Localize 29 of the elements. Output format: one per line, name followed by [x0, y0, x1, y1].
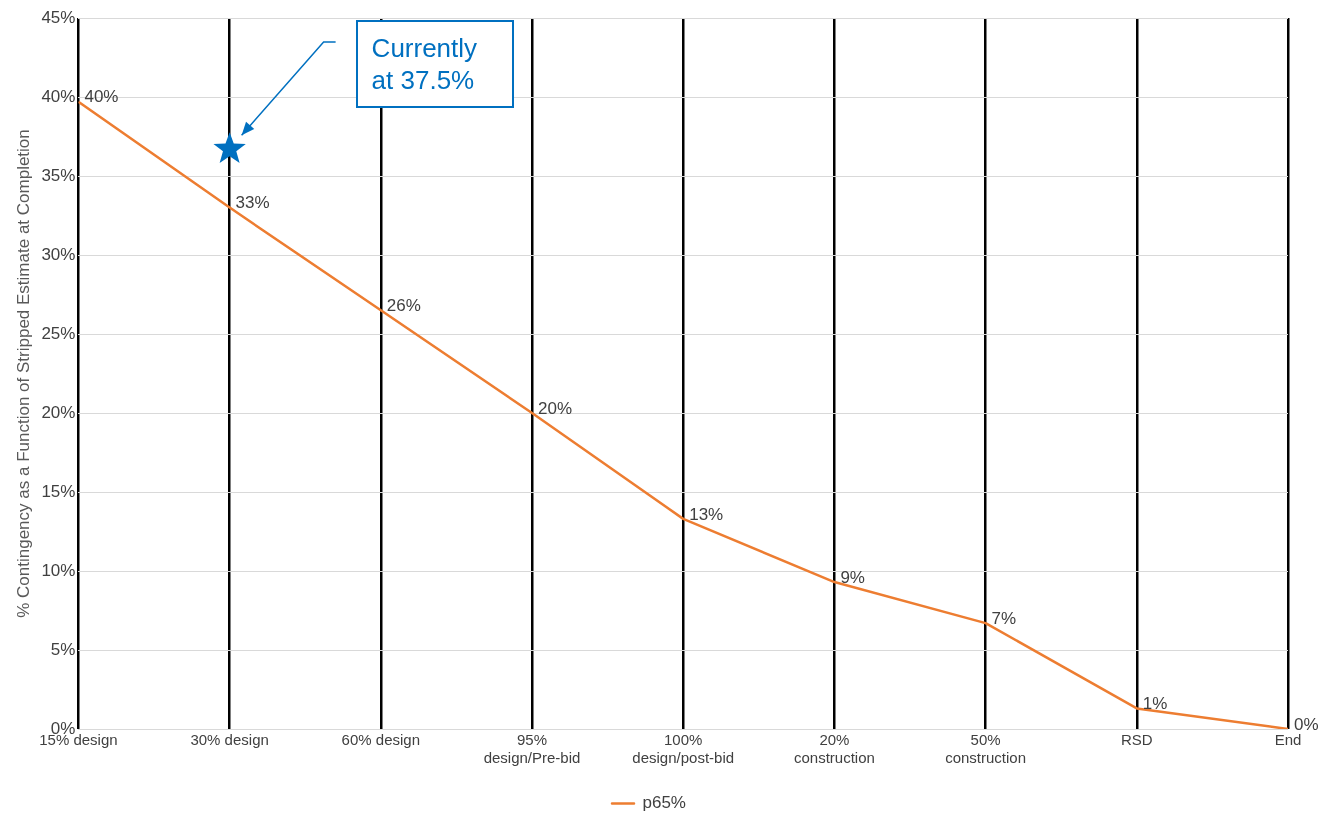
y-tick-label: 40% — [41, 86, 76, 106]
y-tick-label: 25% — [41, 323, 76, 343]
x-tick-label: 100% design/post-bid — [632, 731, 735, 767]
y-axis-title: % Contingency as a Function of Stripped Estimate at Completion — [13, 129, 33, 618]
data-label: 1% — [1142, 694, 1168, 714]
y-tick-label: 30% — [41, 244, 76, 264]
x-tick-label: 95% design/Pre-bid — [483, 731, 581, 767]
x-tick-label: 20% construction — [793, 731, 875, 767]
y-tick-label: 35% — [41, 165, 76, 185]
data-label: 0% — [1294, 714, 1319, 734]
data-label: 40% — [84, 87, 119, 107]
x-tick-label: 50% construction — [945, 731, 1027, 767]
data-label: 9% — [840, 567, 865, 587]
y-tick-label: 10% — [41, 560, 76, 580]
data-label: 26% — [386, 295, 421, 315]
y-tick-label: 20% — [41, 402, 76, 422]
x-tick-label: 30% design — [190, 731, 269, 749]
data-label: 20% — [538, 398, 573, 418]
annotation: Currently at 37.5% — [355, 20, 514, 108]
x-tick-label: 60% design — [341, 731, 421, 749]
data-label: 13% — [689, 504, 724, 524]
y-tick-label: 45% — [41, 7, 76, 27]
data-label: 7% — [991, 608, 1017, 628]
y-tick-label: 5% — [50, 639, 76, 659]
y-tick-label: 15% — [41, 481, 76, 501]
x-tick-label: End — [1274, 731, 1302, 749]
data-label: 33% — [235, 193, 270, 213]
x-tick-label: RSD — [1120, 731, 1153, 749]
legend-label: p65% — [642, 793, 686, 813]
